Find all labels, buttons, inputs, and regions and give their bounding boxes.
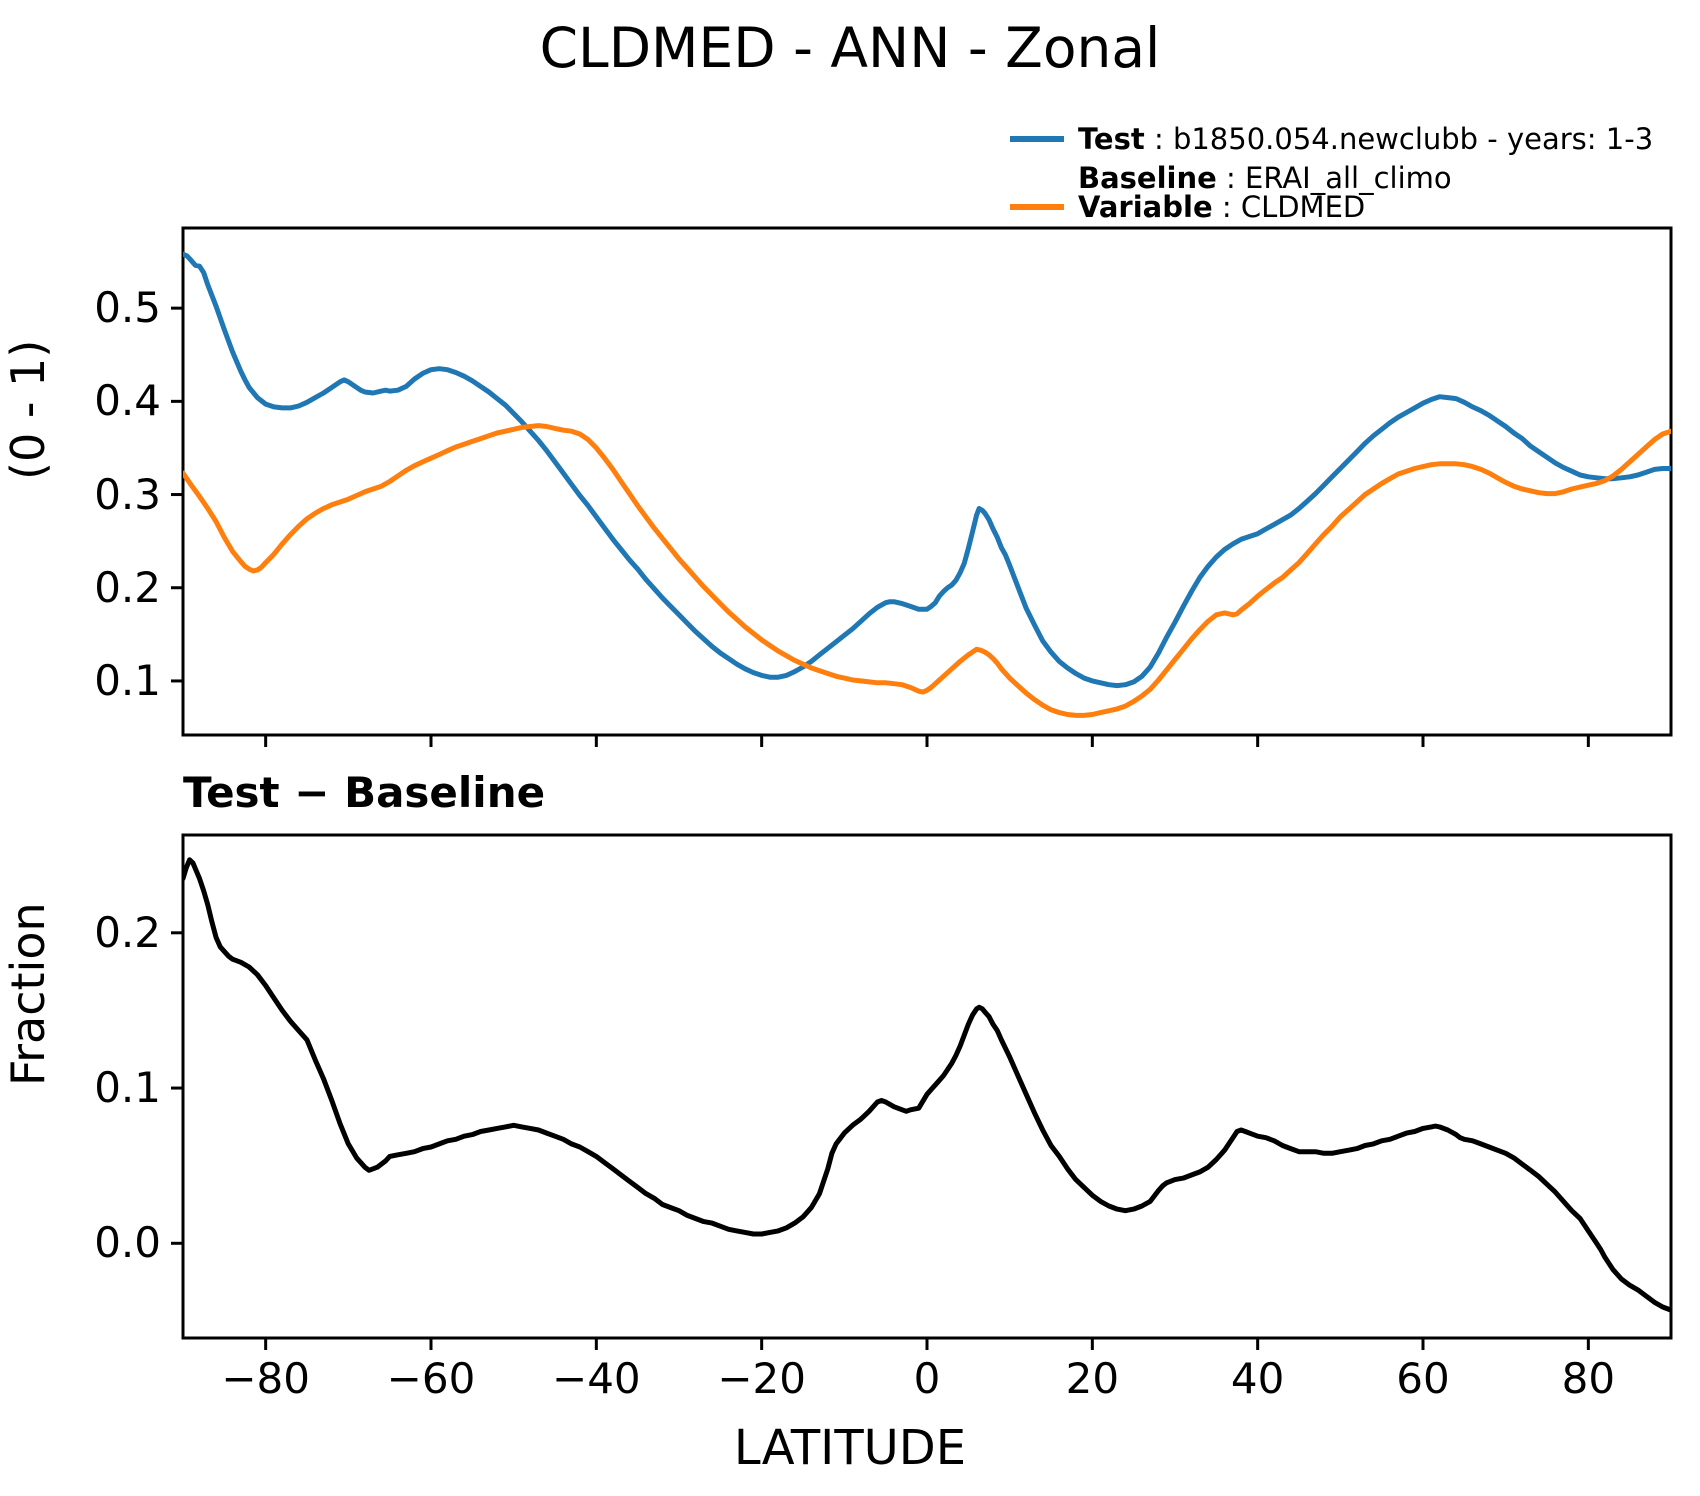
legend-entry-baseline: Baseline : ERAI_all_climo xyxy=(1078,161,1452,195)
legend-variable-value: : CLDMED xyxy=(1212,190,1366,224)
baseline-line xyxy=(183,423,1671,718)
x-tick-label: −60 xyxy=(386,1354,476,1403)
bottom-plot-spine xyxy=(181,833,1673,1340)
y-tick-label: 0.4 xyxy=(94,376,161,426)
x-tick-label: −20 xyxy=(717,1354,806,1403)
x-tick-label: 0 xyxy=(913,1354,941,1403)
y-tick-label: 0.2 xyxy=(94,907,161,957)
legend-baseline-key: Baseline xyxy=(1078,161,1217,195)
x-tick-label: 80 xyxy=(1561,1354,1616,1403)
legend-variable-key: Variable xyxy=(1078,190,1213,224)
legend-test-value: : b1850.054.newclubb - years: 1-3 xyxy=(1144,122,1654,156)
x-tick-label: −80 xyxy=(221,1354,310,1403)
x-tick-label: 60 xyxy=(1396,1354,1450,1403)
y-tick-label: 0.5 xyxy=(94,283,161,333)
diff-plot-title: Test − Baseline xyxy=(183,768,546,817)
diff-line xyxy=(183,857,1671,1313)
legend-baseline-value: : ERAI_all_climo xyxy=(1216,161,1452,195)
y-tick-label: 0.1 xyxy=(94,655,161,705)
legend-entry-variable: Variable : CLDMED xyxy=(1078,190,1365,224)
x-tick-label: −40 xyxy=(552,1354,641,1403)
x-tick-label: 20 xyxy=(1065,1354,1120,1403)
y-tick-label: 0.0 xyxy=(94,1218,161,1268)
legend-entry-test: Test : b1850.054.newclubb - years: 1-3 xyxy=(1078,122,1653,156)
top-plot-spine xyxy=(181,226,1673,737)
x-tick-label: 40 xyxy=(1230,1354,1285,1403)
test-line xyxy=(183,251,1671,689)
y-tick-label: 0.1 xyxy=(94,1063,161,1113)
x-axis-label: LATITUDE xyxy=(733,1420,967,1476)
legend-test-key: Test xyxy=(1078,122,1145,156)
chart-title: CLDMED - ANN - Zonal xyxy=(539,16,1161,80)
y-tick-label: 0.2 xyxy=(94,562,161,612)
y-tick-label: 0.3 xyxy=(94,469,161,519)
